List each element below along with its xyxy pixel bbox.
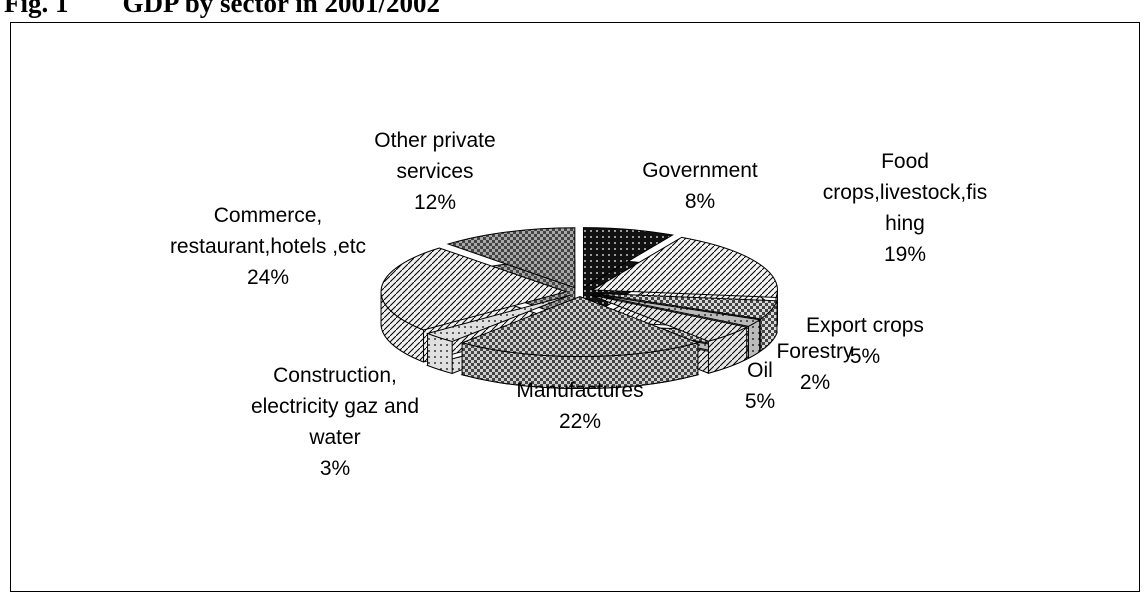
chart-title: Fig. 1 GDP by sector in 2001/2002 [4, 0, 440, 18]
category-label: Government [642, 159, 758, 182]
slice-label: Other private services 12% [355, 125, 515, 218]
slice-label: Forestry 2% [775, 336, 855, 398]
value-label: 19% [883, 243, 927, 266]
category-label: Construction, electricity gaz and water [250, 364, 420, 449]
category-label: Food crops,livestock,fishing [822, 150, 988, 235]
category-label: Oil [747, 359, 773, 382]
value-label: 22% [558, 410, 602, 433]
value-label: 2% [799, 371, 831, 394]
slice [460, 296, 700, 358]
slice [380, 247, 568, 331]
slice [593, 292, 778, 320]
slice [592, 293, 761, 327]
slice-label: Export crops 5% [775, 310, 955, 372]
slice [446, 227, 576, 289]
category-label: Export crops [806, 314, 924, 337]
value-label: 5% [849, 345, 881, 368]
slice [590, 236, 778, 298]
slice-label: Manufactures 22% [480, 375, 680, 437]
slice-label: Commerce, restaurant,hotels ,etc 24% [153, 200, 383, 293]
slice [582, 227, 675, 289]
value-label: 5% [744, 390, 776, 413]
value-label: 24% [246, 266, 290, 289]
category-label: Other private services [374, 129, 496, 183]
slice [425, 294, 571, 342]
pie [380, 227, 778, 390]
slice-label: Construction, electricity gaz and water 3… [240, 360, 430, 484]
slice-label: Oil 5% [730, 355, 790, 417]
category-label: Forestry [776, 340, 854, 363]
slice [590, 294, 749, 342]
slice-label: Government 8% [615, 155, 785, 217]
value-label: 3% [319, 457, 351, 480]
category-label: Commerce, restaurant,hotels ,etc [169, 204, 367, 258]
category-label: Manufactures [516, 379, 644, 402]
slice-label: Food crops,livestock,fishing 19% [818, 146, 993, 270]
value-label: 12% [413, 191, 457, 214]
value-label: 8% [684, 190, 716, 213]
